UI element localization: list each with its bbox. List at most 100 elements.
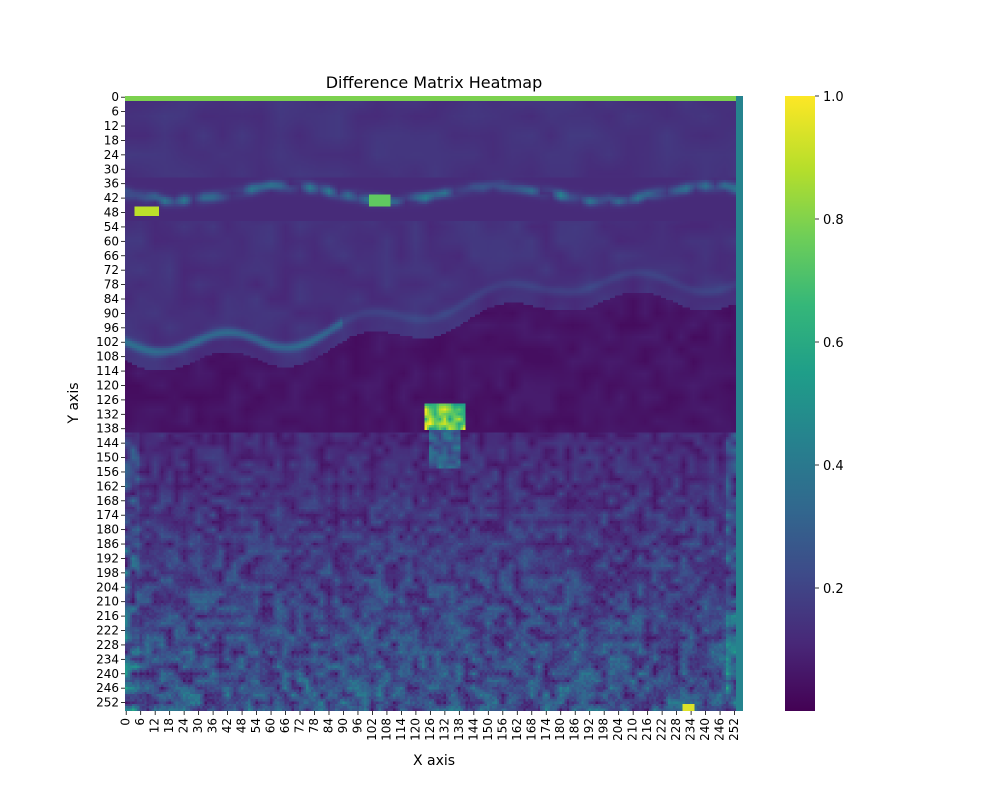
y-tick-label: 102 (96, 335, 119, 349)
y-tick-label: 234 (96, 652, 119, 666)
y-tick-label: 54 (104, 220, 119, 234)
y-tick-label: 162 (96, 479, 119, 493)
y-tick-label: 78 (104, 278, 119, 292)
x-tick-label: 126 (423, 718, 437, 741)
x-tick-label: 222 (655, 718, 669, 741)
y-tick-label: 180 (96, 523, 119, 537)
y-tick-label: 90 (104, 306, 119, 320)
x-tick-label: 234 (684, 718, 698, 741)
x-tick-label: 204 (611, 718, 625, 741)
y-tick-label: 66 (104, 249, 119, 263)
y-axis-ticks: 0612182430364248546066727884909610210811… (96, 90, 125, 710)
x-tick-label: 36 (206, 718, 220, 733)
y-tick-label: 156 (96, 465, 119, 479)
x-tick-label: 54 (249, 718, 263, 733)
y-tick-label: 126 (96, 393, 119, 407)
y-tick-label: 210 (96, 595, 119, 609)
y-tick-label: 42 (104, 191, 119, 205)
y-tick-label: 186 (96, 537, 119, 551)
y-tick-label: 132 (96, 407, 119, 421)
x-tick-label: 60 (264, 718, 278, 733)
x-tick-label: 168 (524, 718, 538, 741)
x-tick-label: 114 (394, 718, 408, 741)
y-tick-label: 240 (96, 667, 119, 681)
x-tick-label: 216 (640, 718, 654, 741)
x-tick-label: 252 (727, 718, 741, 741)
y-tick-label: 120 (96, 378, 119, 392)
x-tick-label: 186 (568, 718, 582, 741)
y-tick-label: 198 (96, 566, 119, 580)
colorbar-ticks: 0.2 0.4 0.6 0.8 1.0 (815, 90, 844, 597)
y-tick-label: 174 (96, 508, 119, 522)
colorbar-tick-label: 0.8 (823, 213, 844, 228)
y-tick-label: 6 (111, 105, 119, 119)
colorbar-tick-label: 1.0 (823, 90, 844, 105)
colorbar-tick-label: 0.6 (823, 336, 844, 351)
x-tick-label: 42 (220, 718, 234, 733)
x-axis-ticks: 0 6 12 18 24 30 36 42 48 54 60 66 72 78 84 90 96 102 108 11… (119, 711, 741, 741)
y-tick-label: 228 (96, 638, 119, 652)
y-tick-label: 30 (104, 162, 119, 176)
x-tick-label: 24 (177, 718, 191, 733)
x-tick-label: 30 (191, 718, 205, 733)
chart-title: Difference Matrix Heatmap (326, 73, 543, 92)
x-tick-label: 246 (713, 718, 727, 741)
y-tick-label: 36 (104, 177, 119, 191)
x-axis-label: X axis (413, 753, 455, 769)
x-tick-label: 78 (307, 718, 321, 733)
y-tick-label: 168 (96, 494, 119, 508)
y-tick-label: 216 (96, 609, 119, 623)
y-tick-label: 18 (104, 133, 119, 147)
y-axis-label: Y axis (66, 382, 82, 424)
y-tick-label: 48 (104, 206, 119, 220)
y-tick-label: 84 (104, 292, 119, 306)
y-tick-label: 138 (96, 422, 119, 436)
y-tick-label: 144 (96, 436, 119, 450)
x-tick-label: 102 (365, 718, 379, 741)
x-tick-label: 156 (495, 718, 509, 741)
y-tick-label: 24 (104, 148, 119, 162)
x-tick-label: 210 (626, 718, 640, 741)
x-tick-label: 6 (133, 718, 147, 726)
x-tick-label: 66 (278, 718, 292, 733)
y-tick-label: 72 (104, 263, 119, 277)
x-tick-label: 180 (553, 718, 567, 741)
x-tick-label: 162 (510, 718, 524, 741)
x-tick-label: 90 (336, 718, 350, 733)
colorbar-tick-label: 0.4 (823, 459, 844, 474)
y-tick-label: 0 (111, 90, 119, 104)
y-tick-label: 60 (104, 234, 119, 248)
y-tick-label: 192 (96, 551, 119, 565)
x-tick-label: 18 (162, 718, 176, 733)
heatmap-area (125, 96, 743, 711)
x-tick-label: 48 (235, 718, 249, 733)
y-tick-label: 150 (96, 451, 119, 465)
colorbar (785, 96, 815, 711)
x-tick-label: 228 (669, 718, 683, 741)
x-tick-label: 132 (437, 718, 451, 741)
y-tick-label: 246 (96, 681, 119, 695)
y-tick-label: 108 (96, 350, 119, 364)
x-tick-label: 72 (293, 718, 307, 733)
x-tick-label: 174 (539, 718, 553, 741)
y-tick-label: 114 (96, 364, 119, 378)
y-tick-label: 222 (96, 624, 119, 638)
y-tick-label: 12 (104, 119, 119, 133)
x-tick-label: 240 (698, 718, 712, 741)
x-tick-label: 84 (321, 718, 335, 733)
x-tick-label: 108 (379, 718, 393, 741)
x-tick-label: 192 (582, 718, 596, 741)
x-tick-label: 150 (481, 718, 495, 741)
x-tick-label: 138 (452, 718, 466, 741)
colorbar-tick-label: 0.2 (823, 582, 844, 597)
x-tick-label: 0 (119, 718, 133, 726)
y-tick-label: 204 (96, 580, 119, 594)
x-tick-label: 144 (466, 718, 480, 741)
x-tick-label: 120 (408, 718, 422, 741)
x-tick-label: 96 (350, 718, 364, 733)
y-tick-label: 252 (96, 696, 119, 710)
y-tick-label: 96 (104, 321, 119, 335)
x-tick-label: 198 (597, 718, 611, 741)
x-tick-label: 12 (148, 718, 162, 733)
